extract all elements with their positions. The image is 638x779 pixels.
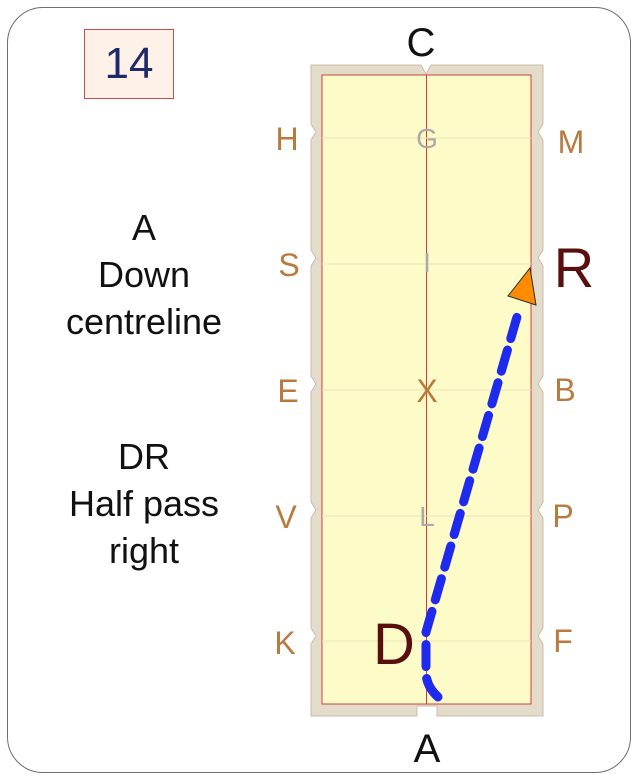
movement-path — [421, 305, 524, 702]
movement-2-line2: right — [108, 530, 180, 571]
marker-s: S — [278, 247, 299, 283]
marker-r-highlight: R — [554, 236, 594, 299]
movement-1-line2: centreline — [65, 301, 223, 342]
movement-1-letter: A — [131, 207, 156, 248]
direction-arrow — [507, 266, 537, 306]
marker-e: E — [277, 373, 298, 409]
end-marker-bottom: A — [414, 727, 441, 771]
marker-f: F — [553, 623, 573, 659]
movement-2-line1: Half pass — [68, 483, 220, 524]
movement-2-text: DR Half pass right — [28, 433, 260, 574]
marker-l: L — [419, 501, 435, 532]
test-number: 14 — [104, 39, 154, 88]
marker-v: V — [275, 499, 297, 535]
movement-1-text: A Down centreline — [28, 204, 260, 345]
marker-h: H — [275, 121, 298, 157]
marker-m: M — [558, 124, 585, 160]
marker-p: P — [552, 498, 573, 534]
marker-x: X — [416, 373, 437, 409]
movement-1-line1: Down — [97, 254, 191, 295]
marker-i: I — [423, 247, 431, 278]
end-marker-top: C — [407, 21, 436, 65]
movement-2-letter: DR — [118, 436, 170, 477]
marker-b: B — [554, 372, 575, 408]
marker-k: K — [274, 625, 295, 661]
test-number-box: 14 — [84, 29, 174, 99]
marker-g: G — [416, 123, 438, 154]
marker-d-highlight: D — [373, 612, 415, 677]
